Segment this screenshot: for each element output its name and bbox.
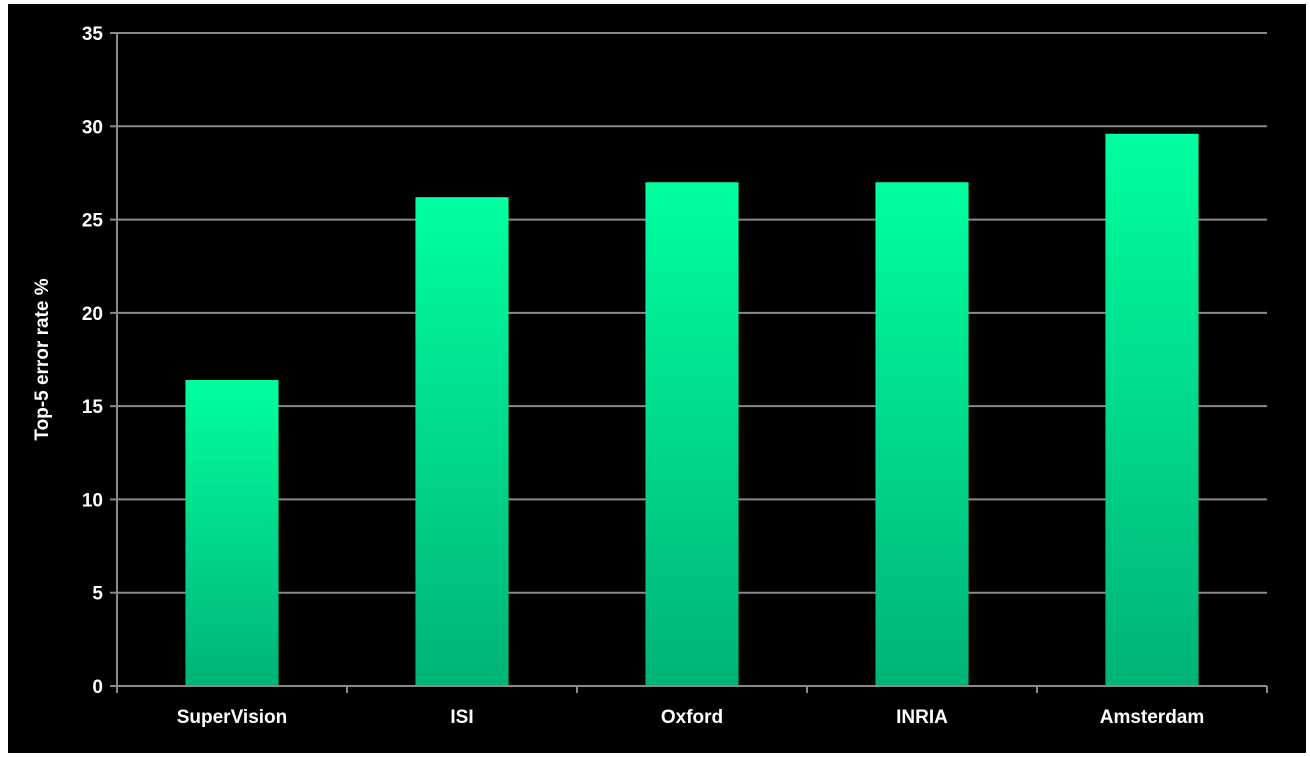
y-tick-label: 15 bbox=[82, 397, 104, 418]
y-tick-label: 35 bbox=[82, 24, 104, 45]
y-tick-label: 0 bbox=[92, 677, 103, 698]
bar-supervision bbox=[185, 380, 279, 686]
y-tick-label: 25 bbox=[82, 211, 104, 232]
bar-chart: 0 5 10 15 20 25 30 35 SuperVision ISI Oxford INRIA A… bbox=[32, 24, 1268, 728]
bar-inria bbox=[875, 182, 969, 686]
axes bbox=[110, 32, 1268, 693]
bars bbox=[185, 133, 1199, 687]
x-tick-label: INRIA bbox=[896, 707, 948, 728]
y-tick-label: 10 bbox=[82, 490, 103, 511]
chart-panel: 0 5 10 15 20 25 30 35 SuperVision ISI Oxford INRIA A… bbox=[8, 4, 1306, 753]
y-tick-label: 5 bbox=[92, 584, 103, 605]
tick-labels: 0 5 10 15 20 25 30 35 SuperVision ISI Oxford INRIA A… bbox=[82, 24, 1204, 728]
x-tick-label: Amsterdam bbox=[1100, 707, 1205, 728]
y-axis-title: Top-5 error rate % bbox=[32, 278, 53, 440]
y-tick-label: 20 bbox=[82, 304, 103, 325]
y-tick-label: 30 bbox=[82, 117, 103, 138]
x-tick-label: ISI bbox=[450, 707, 473, 728]
bar-oxford bbox=[645, 182, 739, 686]
bar-amsterdam bbox=[1105, 133, 1199, 687]
x-tick-label: Oxford bbox=[661, 707, 723, 728]
x-tick-label: SuperVision bbox=[177, 707, 288, 728]
bar-isi bbox=[415, 197, 509, 686]
